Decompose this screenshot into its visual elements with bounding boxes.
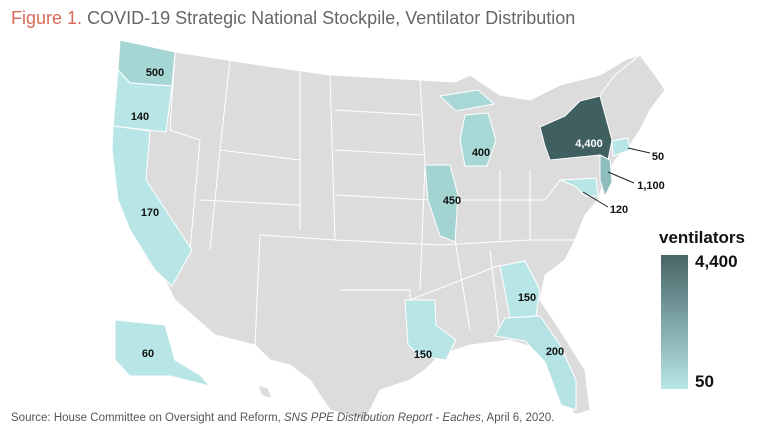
source-prefix: Source: House Committee on Oversight and…: [11, 412, 284, 424]
figure-title: Figure 1. COVID-19 Strategic National St…: [11, 8, 575, 29]
legend-max: 4,400: [695, 252, 738, 271]
label-connecticut: 50: [652, 151, 664, 163]
source-report-title: SNS PPE Distribution Report - Eaches: [283, 412, 481, 424]
label-illinois: 450: [443, 195, 461, 207]
state-michigan[interactable]: [459, 112, 497, 167]
figure-title-text: COVID-19 Strategic National Stockpile, V…: [87, 8, 576, 28]
label-maryland: 120: [610, 204, 628, 216]
state-oregon[interactable]: [112, 68, 173, 133]
state-louisiana[interactable]: [404, 299, 457, 361]
label-california: 170: [141, 207, 159, 219]
us-base-outline: [114, 39, 666, 421]
label-new-york: 4,400: [575, 138, 603, 150]
source-suffix: , April 6, 2020.: [480, 412, 555, 424]
legend-color-scale: [661, 255, 688, 389]
label-michigan: 400: [472, 147, 490, 159]
state-michigan-upper[interactable]: [438, 89, 496, 112]
label-washington: 500: [146, 67, 164, 79]
label-georgia: 150: [518, 292, 536, 304]
legend-min: 50: [695, 372, 714, 391]
source-note: Source: House Committee on Oversight and…: [11, 412, 554, 424]
state-new-jersey[interactable]: [599, 154, 613, 198]
state-new-york[interactable]: [539, 95, 613, 161]
state-alaska[interactable]: [114, 319, 212, 387]
label-oregon: 140: [131, 111, 149, 123]
legend-title: ventilators: [659, 228, 745, 247]
state-connecticut[interactable]: [611, 137, 631, 157]
state-hawaii[interactable]: [257, 384, 273, 399]
state-georgia[interactable]: [499, 260, 541, 319]
state-illinois[interactable]: [424, 164, 459, 243]
label-alaska: 60: [142, 348, 154, 360]
label-florida: 200: [546, 346, 564, 358]
state-maryland[interactable]: [559, 177, 599, 197]
leader-lines: [582, 147, 651, 208]
label-new-jersey: 1,100: [637, 180, 665, 192]
state-california[interactable]: [111, 125, 193, 287]
state-florida[interactable]: [494, 315, 577, 411]
figure-label: Figure 1.: [11, 8, 83, 28]
label-louisiana: 150: [414, 349, 432, 361]
